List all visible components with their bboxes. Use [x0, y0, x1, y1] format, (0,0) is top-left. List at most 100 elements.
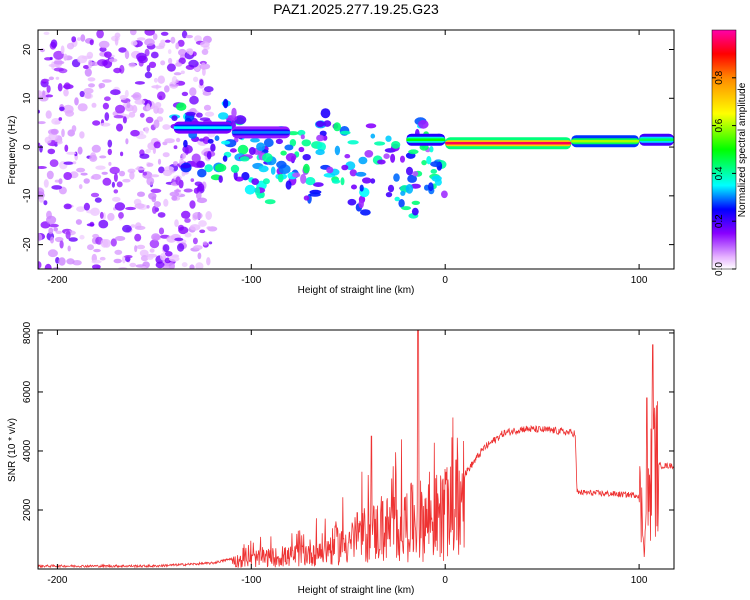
- spectrogram-noise-blob: [186, 48, 194, 54]
- spectrogram-noise-blob: [50, 39, 58, 48]
- spectrogram-signal-blob: [289, 139, 297, 147]
- spectrogram-signal-blob: [421, 160, 427, 166]
- spectrogram-noise-blob: [190, 178, 195, 183]
- spectrogram-signal-blob: [206, 151, 212, 160]
- spectrogram-noise-blob: [79, 131, 85, 139]
- spectrogram-noise-blob: [71, 36, 77, 43]
- spectrogram-signal-blob: [197, 183, 205, 192]
- spectrogram-signal-blob: [333, 122, 341, 132]
- spectrogram-noise-blob: [113, 115, 124, 119]
- spectrogram-noise-blob: [99, 211, 104, 219]
- spectrogram-signal-blob: [393, 173, 400, 182]
- spectrogram-signal-blob: [411, 207, 419, 216]
- spectrogram-noise-blob: [202, 241, 208, 246]
- spectrogram-noise-blob: [114, 236, 126, 241]
- spectrogram-noise-blob: [203, 104, 212, 111]
- spectrogram-signal-blob: [287, 131, 299, 136]
- spectrogram-noise-blob: [76, 206, 86, 213]
- spectrogram-noise-blob: [63, 161, 74, 165]
- spectrogram-noise-blob: [118, 47, 127, 53]
- spectrogram-signal-blob: [370, 178, 376, 184]
- spectrogram-signal-blob: [365, 123, 377, 129]
- spectrogram-signal-blob: [190, 161, 196, 167]
- x-tick-label: 0: [442, 575, 448, 586]
- spectrogram-noise-blob: [204, 86, 214, 93]
- spectrogram-signal-blob: [214, 135, 220, 141]
- spectrogram-signal-blob: [196, 160, 205, 168]
- x-tick-label: -100: [241, 575, 261, 586]
- spectrogram-noise-blob: [109, 166, 120, 175]
- spectrogram-signal-blob: [326, 166, 334, 174]
- spectrogram-noise-blob: [47, 148, 56, 155]
- spectrogram-noise-blob: [78, 184, 83, 190]
- spectrogram-noise-blob: [196, 112, 203, 118]
- spectrogram-noise-blob: [76, 167, 86, 173]
- spectrogram-noise-blob: [130, 224, 136, 228]
- spectrogram-noise-blob: [87, 59, 93, 69]
- spectrogram-signal-blob: [300, 134, 305, 140]
- spectrogram-signal-blob: [263, 138, 274, 148]
- spectrogram-noise-blob: [135, 167, 146, 171]
- spectrogram-noise-blob: [84, 68, 92, 77]
- spectrogram-noise-blob: [83, 65, 90, 69]
- spectrogram-noise-blob: [151, 233, 161, 241]
- spectrogram-noise-blob: [134, 99, 146, 105]
- spectrogram-noise-blob: [164, 251, 173, 257]
- spectrogram-noise-blob: [134, 203, 145, 209]
- spectrogram-noise-blob: [46, 85, 51, 93]
- spectrogram-noise-blob: [60, 45, 65, 54]
- spectrogram-noise-blob: [90, 192, 100, 198]
- spectrogram-signal-blob: [431, 175, 442, 182]
- spectrogram-signal-blob: [214, 163, 227, 172]
- spectrogram-noise-blob: [175, 137, 181, 143]
- spectrogram-noise-blob: [175, 62, 183, 67]
- y-tick-label: 10: [22, 92, 33, 104]
- spectrogram-noise-blob: [120, 151, 124, 157]
- spectrogram-signal-blob: [262, 153, 273, 163]
- spectrogram-signal-blob: [210, 143, 216, 152]
- spectrogram-signal-blob: [233, 170, 238, 181]
- spectrogram-noise-blob: [181, 262, 188, 268]
- spectrogram-noise-blob: [51, 185, 63, 190]
- spectrogram-signal-blob: [176, 102, 187, 111]
- spectrogram-noise-blob: [38, 233, 43, 242]
- spectrogram-signal-blob: [185, 111, 196, 116]
- spectrogram-noise-blob: [169, 191, 180, 197]
- spectrogram-noise-blob: [145, 148, 151, 154]
- spectrogram-noise-blob: [84, 92, 92, 99]
- snr-y-label: SNR (10 * v/v): [7, 418, 18, 482]
- colorbar-ticks: 0.0 0.2 0.4 0.6 0.8: [712, 70, 736, 276]
- spectrogram-noise-blob: [169, 83, 179, 87]
- spectrogram-noise-blob: [66, 258, 75, 265]
- spectrogram-noise-blob: [166, 63, 176, 72]
- spectrogram-noise-blob: [189, 200, 196, 209]
- spectrogram-noise-blob: [151, 196, 157, 203]
- spectrogram-noise-blob: [45, 94, 54, 98]
- colorbar-tick-label: 0.2: [714, 214, 725, 228]
- spectrogram-y-label: Frequency (Hz): [7, 116, 18, 185]
- spectrogram-signal-blob: [351, 184, 357, 190]
- spectrogram-noise-blob: [96, 30, 104, 39]
- snr-frame: [37, 329, 675, 570]
- spectrogram-noise-blob: [174, 219, 179, 228]
- spectrogram-signal-blob: [218, 175, 223, 183]
- spectrogram-noise-blob: [107, 148, 113, 156]
- spectrogram-noise-blob: [168, 262, 175, 269]
- spectrogram-noise-blob: [183, 188, 193, 193]
- spectrogram-noise-blob: [202, 90, 212, 96]
- spectrogram-signal-blob: [374, 141, 386, 146]
- spectrogram-noise-blob: [139, 112, 145, 118]
- spectrogram-noise-blob: [173, 145, 178, 150]
- spectrogram-noise-blob: [164, 138, 175, 144]
- spectrogram-noise-blob: [150, 51, 159, 59]
- spectrogram-noise-blob: [63, 89, 69, 97]
- spectrogram-noise-blob: [153, 77, 158, 83]
- spectrogram-noise-blob: [87, 244, 94, 251]
- spectrogram-signal-blob: [385, 192, 393, 198]
- spectrogram-noise-blob: [128, 62, 136, 68]
- chart-title: PAZ1.2025.277.19.25.G23: [273, 1, 439, 17]
- spectrogram-noise-blob: [200, 41, 210, 48]
- spectrogram-signal-blob: [429, 146, 434, 153]
- snr-series-line: [38, 330, 674, 569]
